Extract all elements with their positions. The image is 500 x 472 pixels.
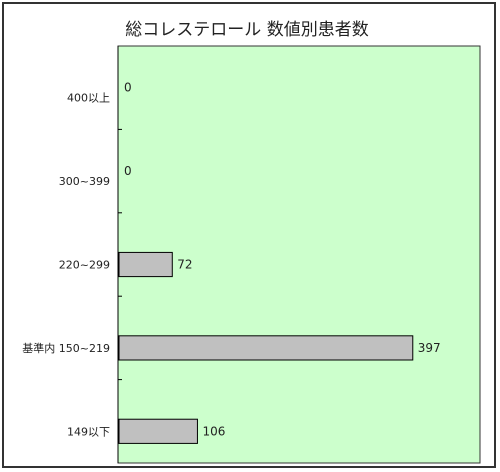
data-label: 397 (418, 341, 441, 355)
data-label: 0 (124, 81, 132, 95)
y-axis-ticks (118, 128, 122, 381)
category-labels: 400以上 300~399 220~299 基準内 150~219 149以下 (22, 92, 110, 439)
category-label: 基準内 150~219 (22, 341, 110, 355)
category-label: 300~399 (59, 175, 110, 188)
bar (118, 418, 198, 444)
data-label: 0 (124, 164, 132, 178)
chart-title: 総コレステロール 数値別患者数 (125, 20, 368, 40)
value-labels: 0 0 72 397 106 (124, 81, 441, 439)
category-label: 220~299 (59, 259, 110, 272)
bar (118, 335, 414, 361)
chart-frame: 総コレステロール 数値別患者数 400以上 300~399 220~299 基準内 1… (2, 2, 496, 468)
data-label: 106 (202, 424, 225, 438)
bar (118, 251, 173, 278)
category-label: 400以上 (67, 92, 110, 105)
chart-svg: 総コレステロール 数値別患者数 400以上 300~399 220~299 基準内 1… (22, 20, 481, 464)
category-label: 149以下 (67, 425, 110, 438)
data-label: 72 (177, 258, 192, 272)
bar-series (118, 251, 414, 444)
plot-area (117, 45, 481, 464)
